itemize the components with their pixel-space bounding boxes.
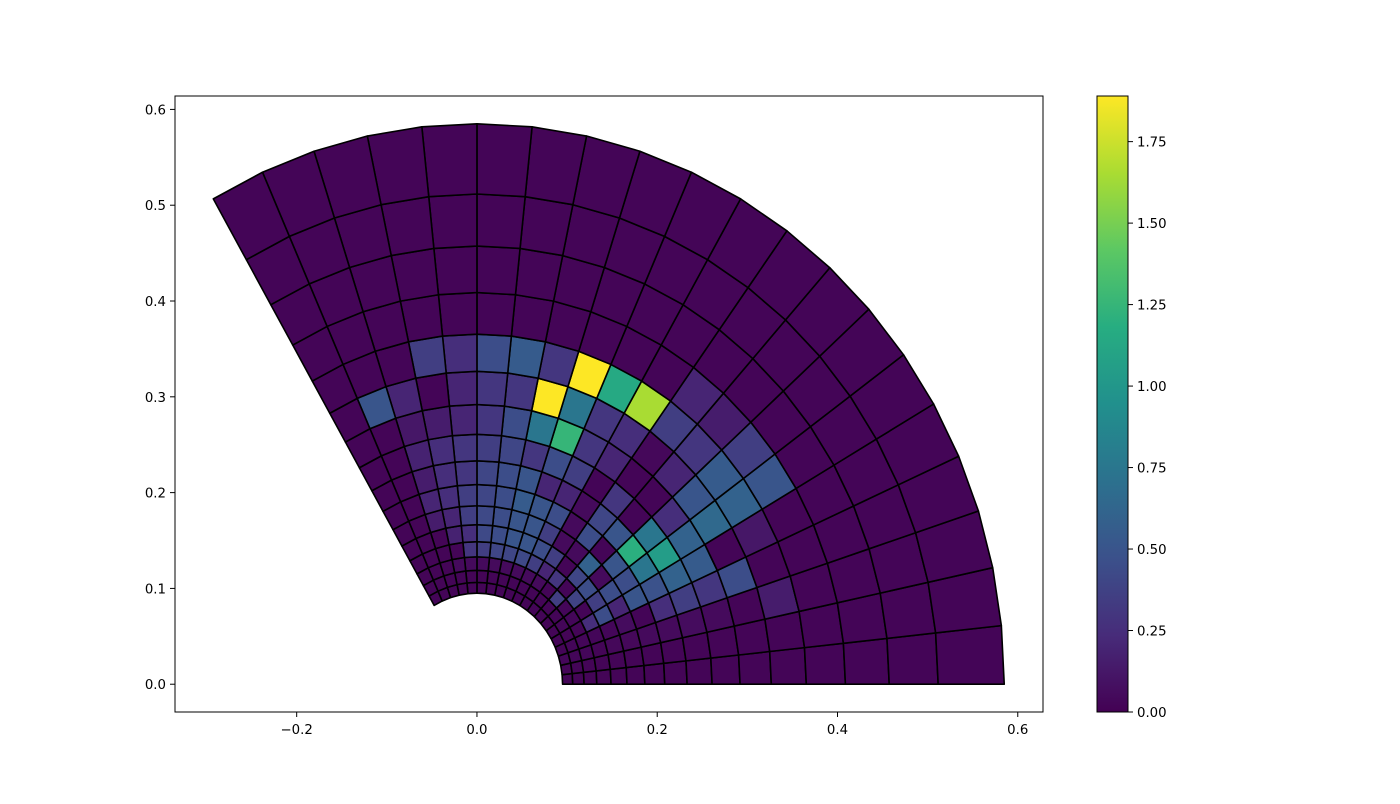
mesh-cell [476,333,513,374]
colorbar-tick-label: 1.75 [1137,136,1167,151]
mesh-cell [803,642,847,686]
mesh-cell [510,293,555,343]
mesh-cell [519,195,574,257]
mesh-cell [768,646,808,686]
mesh-cell [212,171,291,261]
mesh-cell [886,632,939,686]
mesh-cell [476,569,489,584]
x-axis-ticks: −0.2 0.0 0.2 0.4 0.6 [281,712,1028,738]
x-tick-label: 0.2 [647,723,668,738]
mesh-cell [445,370,478,407]
axes-frame [174,95,1044,713]
colorbar-tick-label: 1.00 [1137,380,1167,395]
x-tick-label: −0.2 [281,723,313,738]
x-tick-label: 0.4 [827,723,848,738]
colorbar-frame [1096,95,1129,713]
y-tick-label: 0.2 [145,487,166,502]
mesh-cell [462,540,478,559]
mesh-cell [476,245,521,296]
mesh-cell [476,122,533,198]
mesh-cell [514,247,564,302]
mesh-cell [493,484,517,511]
colorbar-gradient [1097,96,1128,712]
mesh-cell [476,460,500,487]
colorbar-tick-label: 0.50 [1137,543,1167,558]
mesh-cell [643,662,666,686]
y-tick-label: 0.6 [145,103,166,118]
mesh-cell [427,193,478,250]
plot-area [174,95,1044,713]
y-tick-label: 0.3 [145,391,166,406]
mesh-cell [476,555,491,572]
colorbar-tick-label: 1.50 [1137,217,1167,232]
mesh-cell [441,333,478,374]
mesh-cell [710,654,741,686]
mesh-cell [421,122,478,198]
mesh-cell [476,370,509,407]
mesh-cell [582,670,598,686]
mesh-cell [476,523,494,544]
mesh-cell [476,483,498,508]
mesh-cell [495,461,522,490]
mesh-cell [433,245,478,296]
y-axis-ticks: 0.0 0.1 0.2 0.3 0.4 0.5 0.6 [145,103,175,693]
mesh-cell [451,433,478,463]
mesh-cell [737,650,773,686]
colorbar-ticks: 0.00 0.25 0.50 0.75 1.00 1.25 1.50 1.75 [1128,136,1167,721]
mesh-cell [685,657,713,686]
mesh-cell [476,540,492,559]
mesh-cell [500,405,533,441]
mesh-cell [498,434,527,467]
mesh-cell [460,523,478,544]
colorbar-tick-label: 0.25 [1137,625,1167,640]
y-tick-label: 0.5 [145,199,166,214]
mesh-cell [625,664,646,686]
mesh-cell [476,433,503,463]
mesh-cell [662,660,688,686]
mesh-cell [609,666,628,686]
mesh-cell [456,483,478,508]
mesh-cell [476,291,517,337]
mesh-cell [842,637,891,686]
mesh-cell [448,403,478,437]
mesh-cell [476,403,506,437]
mesh-cell [458,504,478,527]
mesh-cell [934,624,1006,686]
y-tick-label: 0.1 [145,582,166,597]
mesh-cell [476,581,488,595]
colorbar-tick-label: 1.25 [1137,299,1167,314]
mesh-cell [503,372,539,412]
mesh-cell [437,291,478,337]
x-tick-label: 0.6 [1007,723,1028,738]
mesh-cell [595,668,612,686]
mesh-cells [212,122,1006,686]
mesh-cell [506,335,547,379]
x-tick-label: 0.0 [466,723,487,738]
colorbar-tick-label: 0.00 [1137,706,1167,721]
mesh-cell [476,193,526,250]
mesh-cell [476,504,496,527]
y-tick-label: 0.0 [145,678,166,693]
colorbar-tick-label: 0.75 [1137,462,1167,477]
y-tick-label: 0.4 [145,295,166,310]
colorbar: 0.00 0.25 0.50 0.75 1.00 1.25 1.50 1.75 [1096,95,1167,721]
mesh-cell [454,460,478,487]
